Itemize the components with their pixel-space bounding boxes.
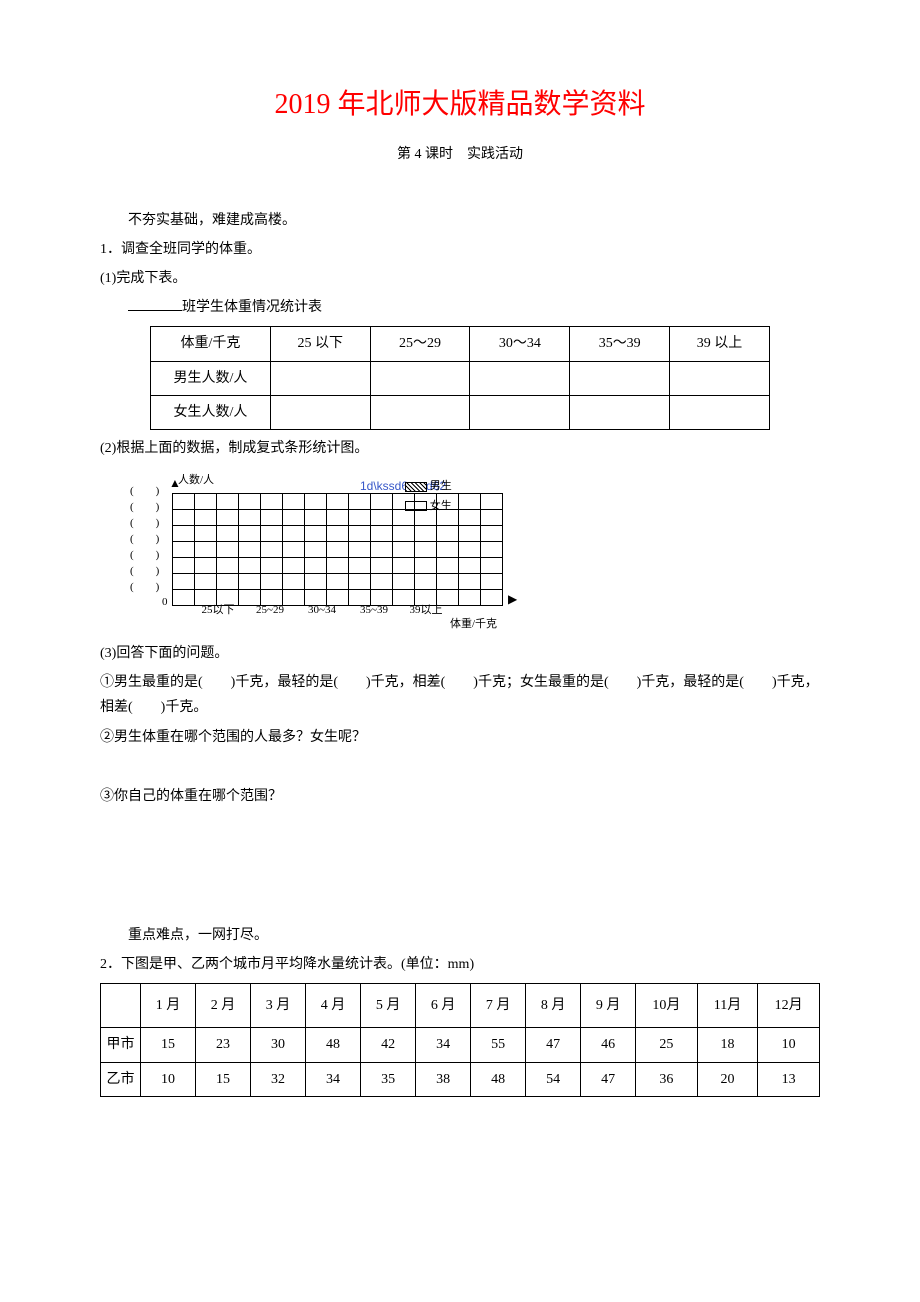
cell: 54 — [526, 1062, 581, 1096]
th — [101, 984, 141, 1028]
y-tick[interactable]: ( ) — [130, 531, 159, 547]
x-tick: 30~34 — [296, 601, 348, 621]
y-tick[interactable]: ( ) — [130, 563, 159, 579]
q2-prompt: 2．下图是甲、乙两个城市月平均降水量统计表。(单位：mm) — [100, 952, 820, 977]
section2-intro: 重点难点，一网打尽。 — [100, 923, 820, 948]
cell: 30 — [251, 1028, 306, 1062]
cell: 23 — [196, 1028, 251, 1062]
table-row: 男生人数/人 — [151, 361, 770, 395]
cell[interactable] — [470, 395, 570, 429]
th: 2 月 — [196, 984, 251, 1028]
weight-table-title: 班学生体重情况统计表 — [128, 295, 820, 320]
x-tick-labels: 25以下 25~29 30~34 35~39 39以上 — [172, 601, 452, 621]
y-tick[interactable]: ( ) — [130, 579, 159, 595]
table-title-suffix: 班学生体重情况统计表 — [182, 300, 322, 315]
th-4: 35～39 — [570, 327, 670, 361]
y-tick[interactable]: ( ) — [130, 515, 159, 531]
th-5: 39 以上 — [670, 327, 770, 361]
x-tick: 25~29 — [244, 601, 296, 621]
th: 8 月 — [526, 984, 581, 1028]
row-label: 乙市 — [101, 1062, 141, 1096]
table-row: 甲市 15 23 30 48 42 34 55 47 46 25 18 10 — [101, 1028, 820, 1062]
th: 11月 — [697, 984, 758, 1028]
cell: 10 — [141, 1062, 196, 1096]
q1-p3-2: ②男生体重在哪个范围的人最多？女生呢？ — [100, 725, 820, 750]
q1-p3: (3)回答下面的问题。 — [100, 641, 820, 666]
row-label: 男生人数/人 — [151, 361, 271, 395]
arrow-right-icon: ▶ — [508, 589, 517, 611]
cell: 48 — [471, 1062, 526, 1096]
th: 3 月 — [251, 984, 306, 1028]
cell: 48 — [306, 1028, 361, 1062]
th-1: 25 以下 — [270, 327, 370, 361]
th: 12月 — [758, 984, 820, 1028]
cell: 10 — [758, 1028, 820, 1062]
intro-text: 不夯实基础，难建成高楼。 — [100, 208, 820, 233]
cell: 25 — [636, 1028, 698, 1062]
th: 4 月 — [306, 984, 361, 1028]
cell: 18 — [697, 1028, 758, 1062]
y-tick-labels: ( ) ( ) ( ) ( ) ( ) ( ) ( ) — [130, 483, 159, 595]
th-3: 30～34 — [470, 327, 570, 361]
th-2: 25～29 — [370, 327, 470, 361]
q1-prompt: 1．调查全班同学的体重。 — [100, 237, 820, 262]
weight-table: 体重/千克 25 以下 25～29 30～34 35～39 39 以上 男生人数… — [150, 326, 770, 430]
q1-p1: (1)完成下表。 — [100, 266, 820, 291]
th: 7 月 — [471, 984, 526, 1028]
q1-p3-3: ③你自己的体重在哪个范围？ — [100, 784, 820, 809]
cell[interactable] — [670, 361, 770, 395]
table-header-row: 1 月 2 月 3 月 4 月 5 月 6 月 7 月 8 月 9 月 10月 … — [101, 984, 820, 1028]
cell: 34 — [416, 1028, 471, 1062]
th: 5 月 — [361, 984, 416, 1028]
cell: 36 — [636, 1062, 698, 1096]
cell: 15 — [196, 1062, 251, 1096]
th: 10月 — [636, 984, 698, 1028]
bar-chart-template: ▲ 人数/人 1d\kssd6sxxd62 男生 女生 ( ) ( ) ( ) … — [130, 471, 820, 631]
cell: 35 — [361, 1062, 416, 1096]
y-tick[interactable]: ( ) — [130, 547, 159, 563]
x-tick: 39以上 — [400, 601, 452, 621]
table-row: 乙市 10 15 32 34 35 38 48 54 47 36 20 13 — [101, 1062, 820, 1096]
x-tick: 25以下 — [192, 601, 244, 621]
th: 9 月 — [581, 984, 636, 1028]
cell: 55 — [471, 1028, 526, 1062]
th-0: 体重/千克 — [151, 327, 271, 361]
cell: 20 — [697, 1062, 758, 1096]
blank-class-name[interactable] — [128, 297, 182, 311]
page-title: 2019 年北师大版精品数学资料 — [100, 80, 820, 130]
cell: 38 — [416, 1062, 471, 1096]
row-label: 甲市 — [101, 1028, 141, 1062]
y-tick[interactable]: ( ) — [130, 483, 159, 499]
cell[interactable] — [370, 395, 470, 429]
cell: 46 — [581, 1028, 636, 1062]
cell: 13 — [758, 1062, 820, 1096]
q1-p3-1: ①男生最重的是( )千克，最轻的是( )千克，相差( )千克；女生最重的是( )… — [100, 670, 820, 720]
cell[interactable] — [470, 361, 570, 395]
cell: 47 — [526, 1028, 581, 1062]
cell: 32 — [251, 1062, 306, 1096]
x-axis-label: 体重/千克 — [450, 615, 497, 635]
th: 1 月 — [141, 984, 196, 1028]
cell: 42 — [361, 1028, 416, 1062]
cell[interactable] — [570, 361, 670, 395]
cell[interactable] — [370, 361, 470, 395]
cell: 34 — [306, 1062, 361, 1096]
chart-grid — [172, 487, 503, 612]
rainfall-table: 1 月 2 月 3 月 4 月 5 月 6 月 7 月 8 月 9 月 10月 … — [100, 983, 820, 1096]
cell[interactable] — [270, 361, 370, 395]
table-header-row: 体重/千克 25 以下 25～29 30～34 35～39 39 以上 — [151, 327, 770, 361]
cell: 15 — [141, 1028, 196, 1062]
x-tick: 35~39 — [348, 601, 400, 621]
cell[interactable] — [270, 395, 370, 429]
q1-p2: (2)根据上面的数据，制成复式条形统计图。 — [100, 436, 820, 461]
cell[interactable] — [570, 395, 670, 429]
row-label: 女生人数/人 — [151, 395, 271, 429]
cell[interactable] — [670, 395, 770, 429]
th: 6 月 — [416, 984, 471, 1028]
y-tick[interactable]: ( ) — [130, 499, 159, 515]
cell: 47 — [581, 1062, 636, 1096]
table-row: 女生人数/人 — [151, 395, 770, 429]
subtitle: 第 4 课时 实践活动 — [100, 142, 820, 167]
zero-label: 0 — [162, 593, 168, 613]
